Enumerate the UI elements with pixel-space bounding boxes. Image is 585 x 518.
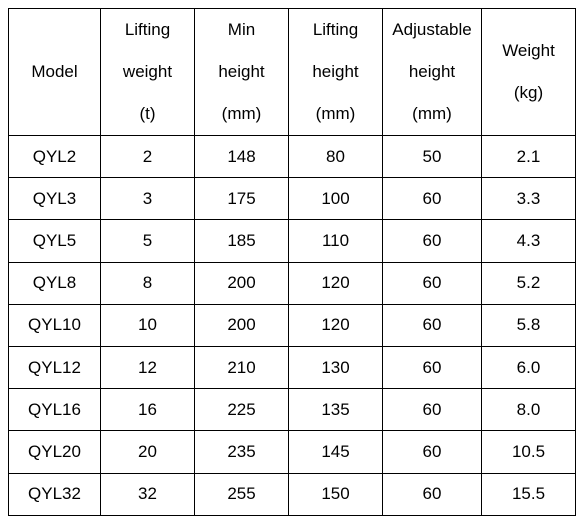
cell-lifting-weight: 10 [100,303,195,347]
header-min-height-line: height [218,62,265,81]
cell-lifting-weight: 3 [100,177,195,221]
cell-adjustable-height: 60 [382,388,482,432]
table-row: QYL32 32 255 150 60 15.5 [8,472,576,516]
header-adjustable-height-line: height [408,62,456,81]
cell-lifting-height: 100 [288,177,383,221]
cell-weight: 8.0 [481,388,576,432]
cell-model: QYL16 [8,388,101,432]
cell-lifting-height: 130 [288,345,383,390]
header-lifting-height: Lifting height (mm) [288,8,383,136]
cell-model: QYL20 [8,430,101,474]
header-min-height-line: Min [227,20,256,39]
cell-model: QYL2 [8,134,101,179]
cell-lifting-height: 145 [288,430,383,474]
cell-min-height: 225 [194,388,289,432]
cell-adjustable-height: 60 [382,303,482,347]
cell-lifting-weight: 12 [100,345,195,390]
cell-adjustable-height: 60 [382,472,482,516]
cell-adjustable-height: 60 [382,261,482,305]
header-adjustable-height: Adjustable height (mm) [382,8,482,136]
cell-adjustable-height: 60 [382,430,482,474]
cell-weight: 6.0 [481,345,576,390]
cell-lifting-height: 110 [288,219,383,263]
header-min-height: Min height (mm) [194,8,289,136]
cell-model: QYL3 [8,177,101,221]
header-model-line: Model [31,62,78,81]
header-adjustable-height-unit: (mm) [412,104,452,123]
cell-model: QYL10 [8,303,101,347]
table-row: QYL2 2 148 80 50 2.1 [8,134,576,179]
cell-weight: 4.3 [481,219,576,263]
cell-model: QYL12 [8,345,101,390]
cell-model: QYL5 [8,219,101,263]
table-row: QYL20 20 235 145 60 10.5 [8,430,576,474]
cell-min-height: 255 [194,472,289,516]
spec-table-container: Model Lifting weight (t) Min height (mm)… [8,8,576,516]
header-lifting-weight-unit: (t) [139,104,156,123]
cell-adjustable-height: 60 [382,177,482,221]
header-lifting-height-unit: (mm) [315,104,356,123]
cell-weight: 3.3 [481,177,576,221]
cell-weight: 5.2 [481,261,576,305]
cell-min-height: 175 [194,177,289,221]
header-weight-unit: (kg) [513,83,544,102]
cell-min-height: 200 [194,261,289,305]
header-lifting-height-line: height [312,62,359,81]
table-row: QYL12 12 210 130 60 6.0 [8,345,576,390]
cell-model: QYL8 [8,261,101,305]
header-lifting-weight-line: weight [122,62,173,81]
cell-lifting-height: 135 [288,388,383,432]
table-row: QYL10 10 200 120 60 5.8 [8,303,576,347]
header-adjustable-height-line: Adjustable [392,20,472,39]
cell-min-height: 210 [194,345,289,390]
header-lifting-weight-line: Lifting [124,20,171,39]
table-row: QYL5 5 185 110 60 4.3 [8,219,576,263]
cell-min-height: 185 [194,219,289,263]
table-row: QYL8 8 200 120 60 5.2 [8,261,576,305]
cell-weight: 5.8 [481,303,576,347]
cell-lifting-weight: 32 [100,472,195,516]
table-row: QYL3 3 175 100 60 3.3 [8,177,576,221]
cell-min-height: 200 [194,303,289,347]
cell-model: QYL32 [8,472,101,516]
cell-lifting-height: 120 [288,303,383,347]
header-lifting-height-line: Lifting [312,20,359,39]
cell-lifting-weight: 16 [100,388,195,432]
cell-lifting-height: 150 [288,472,383,516]
table-row: QYL16 16 225 135 60 8.0 [8,388,576,432]
cell-weight: 2.1 [481,134,576,179]
header-model: Model [8,8,101,136]
cell-weight: 15.5 [481,472,576,516]
header-weight-line: Weight [502,41,555,60]
specification-table: Model Lifting weight (t) Min height (mm)… [8,8,576,516]
header-weight: Weight (kg) [481,8,576,136]
cell-lifting-height: 80 [288,134,383,179]
cell-min-height: 235 [194,430,289,474]
cell-weight: 10.5 [481,430,576,474]
cell-lifting-weight: 20 [100,430,195,474]
cell-lifting-weight: 2 [100,134,195,179]
header-min-height-unit: (mm) [221,104,262,123]
cell-lifting-weight: 5 [100,219,195,263]
cell-lifting-weight: 8 [100,261,195,305]
cell-adjustable-height: 60 [382,219,482,263]
cell-min-height: 148 [194,134,289,179]
cell-lifting-height: 120 [288,261,383,305]
header-row: Model Lifting weight (t) Min height (mm)… [8,8,576,136]
header-lifting-weight: Lifting weight (t) [100,8,195,136]
cell-adjustable-height: 60 [382,345,482,390]
cell-adjustable-height: 50 [382,134,482,179]
